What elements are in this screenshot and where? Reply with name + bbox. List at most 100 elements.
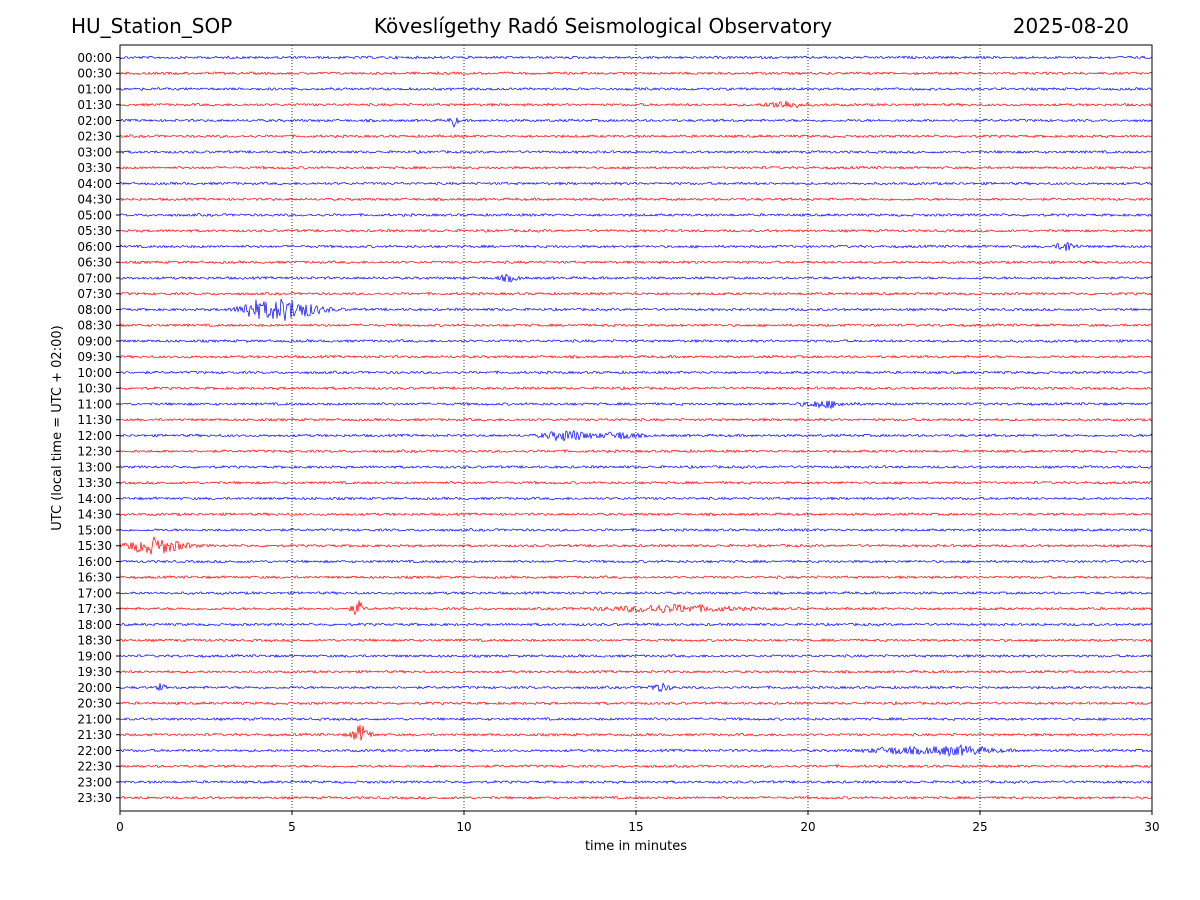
x-tick-label-20: 20	[800, 820, 815, 834]
row-label-0700: 07:00	[77, 271, 112, 285]
row-label-1200: 12:00	[77, 429, 112, 443]
trace-1030	[119, 385, 1153, 391]
trace-2100	[119, 716, 1153, 722]
x-tick-label-25: 25	[972, 820, 987, 834]
row-label-1930: 19:30	[77, 665, 112, 679]
x-axis-label: time in minutes	[585, 839, 687, 854]
x-tick-label-0: 0	[116, 820, 124, 834]
trace-0100	[119, 86, 1153, 92]
row-label-1500: 15:00	[77, 523, 112, 537]
trace-0930	[119, 354, 1153, 360]
row-label-0930: 09:30	[77, 350, 112, 364]
trace-0600	[119, 241, 1153, 252]
row-label-0500: 05:00	[77, 208, 112, 222]
trace-1500	[119, 527, 1153, 533]
row-label-1230: 12:30	[77, 445, 112, 459]
trace-2200	[119, 743, 1153, 758]
trace-1600	[119, 559, 1153, 564]
trace-1930	[119, 669, 1153, 675]
trace-0800	[119, 298, 1153, 321]
chart-title-text: Köveslígethy Radó Seismological Observat…	[373, 14, 833, 38]
trace-0330	[119, 165, 1153, 170]
row-label-1600: 16:00	[77, 555, 112, 569]
row-label-0530: 05:30	[77, 224, 112, 238]
x-tick-label-30: 30	[1144, 820, 1159, 834]
row-label-1530: 15:30	[77, 539, 112, 553]
trace-1700	[119, 590, 1153, 596]
row-label-1330: 13:30	[77, 476, 112, 490]
trace-0130	[119, 100, 1153, 109]
trace-2330	[119, 795, 1153, 800]
row-label-2130: 21:30	[77, 728, 112, 742]
row-label-0130: 01:30	[77, 98, 112, 112]
trace-1330	[119, 480, 1153, 485]
row-label-1830: 18:30	[77, 634, 112, 648]
row-label-0900: 09:00	[77, 334, 112, 348]
row-label-2100: 21:00	[77, 712, 112, 726]
row-label-1400: 14:00	[77, 492, 112, 506]
trace-0630	[119, 260, 1153, 265]
trace-1830	[119, 637, 1153, 643]
trace-1100	[119, 400, 1153, 410]
row-label-1130: 11:30	[77, 413, 112, 427]
gridlines	[291, 45, 981, 811]
row-label-1800: 18:00	[77, 618, 112, 632]
trace-2030	[119, 700, 1153, 706]
trace-0700	[119, 273, 1153, 283]
x-tick-label-5: 5	[288, 820, 296, 834]
row-label-1300: 13:00	[77, 460, 112, 474]
x-tick-label-10: 10	[456, 820, 471, 834]
trace-0030	[119, 70, 1153, 76]
row-label-0400: 04:00	[77, 177, 112, 191]
row-label-0730: 07:30	[77, 287, 112, 301]
x-tick-label-15: 15	[628, 820, 643, 834]
row-label-2330: 23:30	[77, 791, 112, 805]
trace-1530	[119, 536, 1153, 555]
trace-0830	[119, 322, 1153, 328]
traces	[119, 55, 1153, 800]
trace-0400	[119, 181, 1153, 186]
row-label-0330: 03:30	[77, 161, 112, 175]
trace-0530	[119, 228, 1153, 233]
row-label-1030: 10:30	[77, 382, 112, 396]
row-label-0100: 01:00	[77, 82, 112, 96]
row-label-0430: 04:30	[77, 193, 112, 207]
station-name: HU_Station_SOP	[71, 14, 233, 38]
row-label-0230: 02:30	[77, 130, 112, 144]
row-label-0000: 00:00	[77, 51, 112, 65]
trace-0500	[119, 212, 1153, 218]
trace-1730	[119, 600, 1153, 616]
row-label-2300: 23:00	[77, 775, 112, 789]
row-label-0300: 03:00	[77, 145, 112, 159]
row-label-1000: 10:00	[77, 366, 112, 380]
chart-date: 2025-08-20	[1012, 14, 1129, 38]
chart-title: Köveslígethy Radó Seismological Observat…	[0, 14, 1200, 38]
trace-2300	[119, 779, 1153, 785]
trace-0900	[119, 338, 1153, 344]
row-label-2030: 20:30	[77, 697, 112, 711]
trace-1400	[119, 496, 1153, 501]
row-label-2200: 22:00	[77, 744, 112, 758]
trace-1630	[119, 575, 1153, 580]
row-label-1430: 14:30	[77, 508, 112, 522]
trace-2000	[119, 682, 1153, 693]
row-label-1730: 17:30	[77, 602, 112, 616]
row-label-1100: 11:00	[77, 397, 112, 411]
trace-1800	[119, 622, 1153, 627]
row-label-1900: 19:00	[77, 649, 112, 663]
trace-0000	[119, 55, 1153, 60]
row-label-2230: 22:30	[77, 760, 112, 774]
trace-1130	[119, 417, 1153, 422]
row-label-2000: 20:00	[77, 681, 112, 695]
trace-2130	[119, 724, 1153, 741]
trace-0730	[119, 291, 1153, 296]
row-label-0030: 00:30	[77, 67, 112, 81]
x-ticks: 0 5 10 15 20 25 30	[116, 811, 1160, 834]
trace-0430	[119, 197, 1153, 202]
trace-1200	[119, 429, 1153, 442]
row-label-0830: 08:30	[77, 319, 112, 333]
trace-0200	[119, 117, 1153, 128]
trace-1430	[119, 512, 1153, 517]
row-label-0200: 02:00	[77, 114, 112, 128]
